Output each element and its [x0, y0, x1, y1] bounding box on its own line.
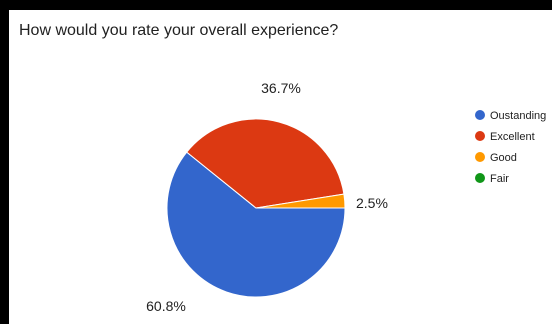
- chart-title: How would you rate your overall experien…: [19, 22, 339, 39]
- legend-item-fair[interactable]: Fair: [475, 173, 509, 185]
- legend-marker-good: [475, 152, 485, 162]
- legend-label-outstanding: Oustanding: [490, 110, 546, 122]
- slice-label-good: 2.5%: [356, 195, 388, 211]
- legend-marker-outstanding: [475, 110, 485, 120]
- legend-item-good[interactable]: Good: [475, 152, 517, 164]
- slice-label-excellent: 36.7%: [261, 80, 301, 96]
- legend-item-excellent[interactable]: Excellent: [475, 131, 535, 143]
- legend-marker-fair: [475, 173, 485, 183]
- pie-slices: [166, 118, 346, 298]
- legend-label-excellent: Excellent: [490, 131, 535, 143]
- slice-label-outstanding: 60.8%: [146, 298, 186, 314]
- legend: Oustanding Excellent Good Fair: [475, 110, 546, 185]
- pie-slice-oustanding[interactable]: [166, 151, 346, 298]
- legend-label-good: Good: [490, 152, 517, 164]
- legend-item-outstanding[interactable]: Oustanding: [475, 110, 546, 122]
- pie-slice-excellent[interactable]: [186, 118, 345, 209]
- legend-label-fair: Fair: [490, 173, 509, 185]
- legend-marker-excellent: [475, 131, 485, 141]
- pie-slice-good[interactable]: [255, 193, 346, 209]
